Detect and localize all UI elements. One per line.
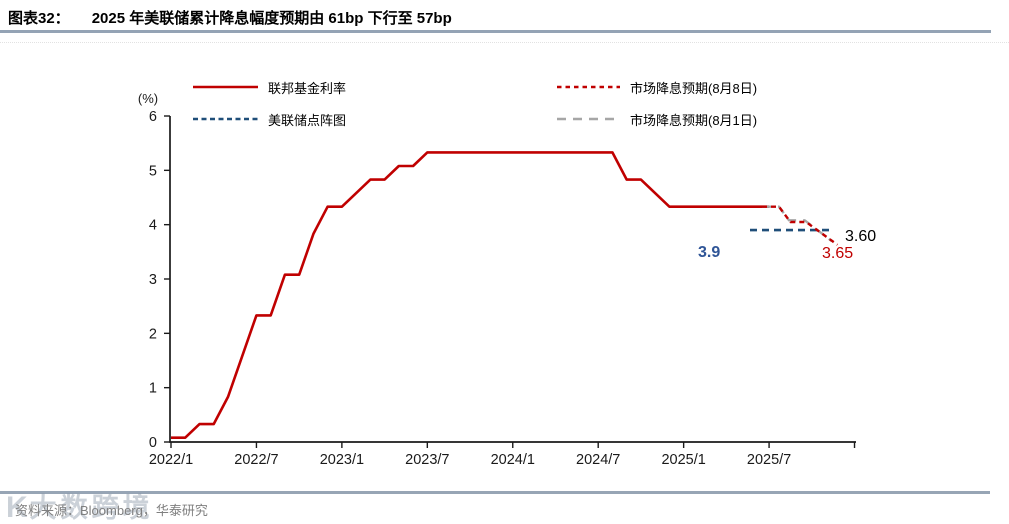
legend-line-dashed-gray: [557, 117, 620, 121]
legend-line-solid-red: [193, 85, 258, 89]
footer-divider: [0, 491, 990, 494]
y-tick-label: 0: [149, 435, 157, 451]
axes: [169, 116, 856, 443]
y-tick-label: 4: [149, 218, 157, 234]
figure-number-label: 图表32：: [8, 10, 70, 27]
legend-label: 市场降息预期(8月8日): [630, 80, 758, 96]
legend-label: 美联储点阵图: [268, 112, 347, 128]
series-市场降息预期(8月8日): [762, 205, 839, 246]
x-tick-label: 2023/1: [320, 452, 364, 468]
watermark-text: 大数跨境: [29, 493, 154, 523]
legend-item-market-expectation-aug8: 市场降息预期(8月8日): [557, 79, 758, 96]
series-联邦基金利率: [171, 151, 770, 440]
x-tick-label: 2024/1: [491, 452, 535, 468]
legend-item-market-expectation-aug1: 市场降息预期(8月1日): [557, 111, 758, 128]
y-tick-label: 5: [149, 163, 157, 179]
x-tick-label: 2022/7: [234, 452, 278, 468]
figure-title-text: 2025 年美联储累计降息幅度预期由 61bp 下行至 57bp: [91, 10, 452, 27]
annotation-3.9: 3.9: [698, 244, 720, 261]
x-tick-label: 2022/1: [149, 452, 193, 468]
watermark-logo: K: [6, 491, 28, 524]
x-tick-label: 2025/1: [661, 452, 705, 468]
legend-item-fed-funds-rate: 联邦基金利率: [193, 79, 347, 96]
y-tick-label: 2: [149, 326, 157, 342]
legend-line-dashed-blue: [193, 117, 258, 121]
legend-item-fed-dot-plot: 美联储点阵图: [193, 111, 347, 128]
annotation-3.65: 3.65: [822, 245, 853, 262]
legend-line-dashed-red: [557, 85, 620, 89]
y-tick-label: 3: [149, 272, 157, 288]
x-tick-label: 2025/7: [747, 452, 791, 468]
y-axis-unit-label: (%): [138, 91, 158, 106]
y-tick-label: 6: [149, 109, 157, 125]
series-市场降息预期(8月1日): [762, 205, 833, 242]
title-divider: [0, 30, 991, 33]
legend-label: 市场降息预期(8月1日): [630, 112, 758, 128]
x-tick-label: 2023/7: [405, 452, 449, 468]
annotation-3.60: 3.60: [845, 228, 876, 245]
source-note: 资料来源：Bloomberg，华泰研究: [15, 503, 208, 518]
x-tick-label: 2024/7: [576, 452, 620, 468]
y-tick-label: 1: [149, 381, 157, 397]
figure-title: 图表32： 2025 年美联储累计降息幅度预期由 61bp 下行至 57bp: [8, 7, 452, 28]
title-divider-dotted: [0, 42, 1009, 43]
legend-label: 联邦基金利率: [268, 80, 347, 96]
watermark: K大数跨境: [6, 486, 154, 524]
